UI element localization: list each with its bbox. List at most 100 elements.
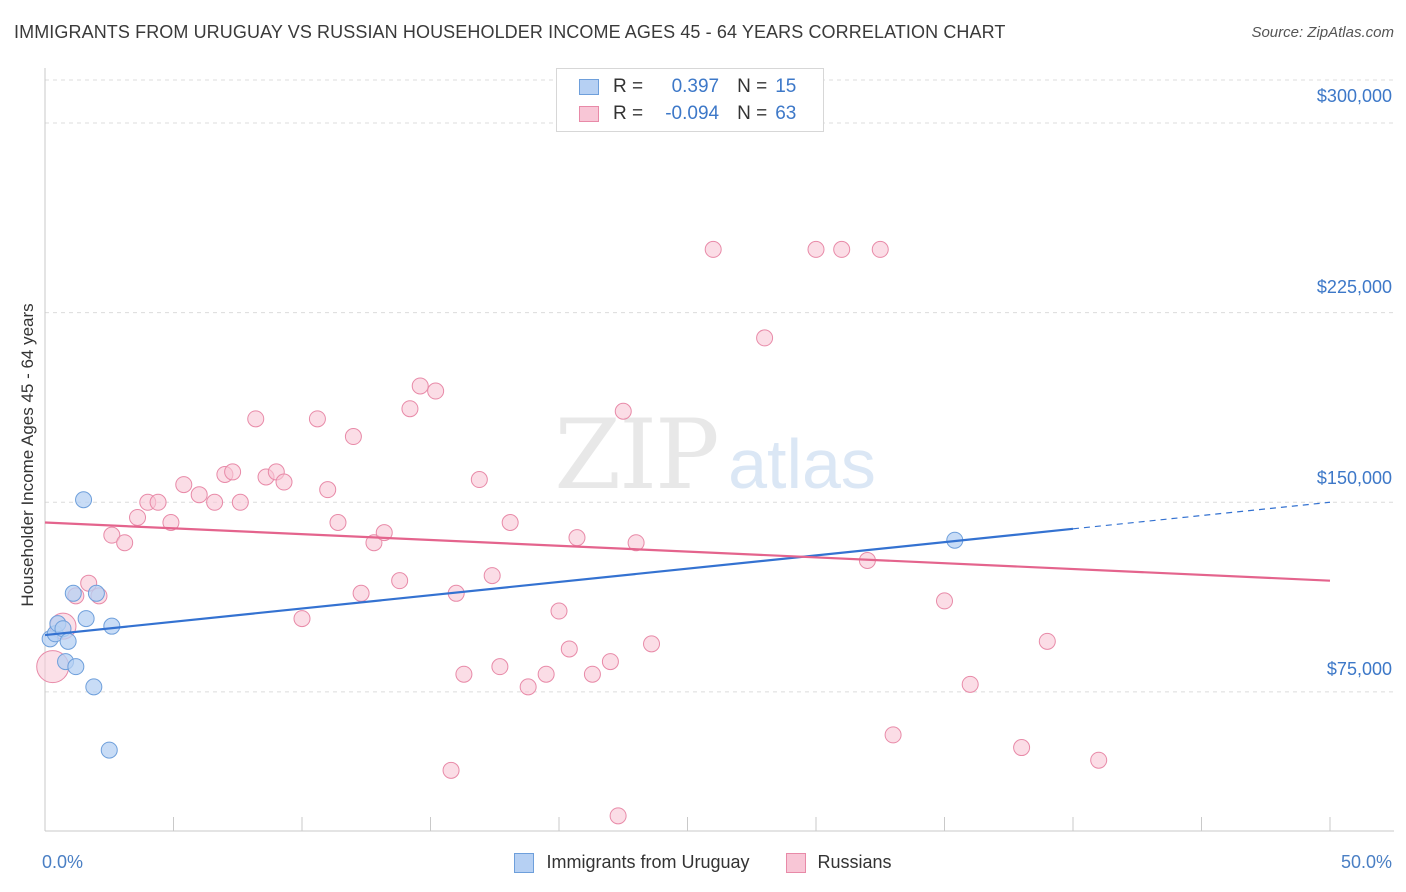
russian-point bbox=[643, 635, 661, 653]
uruguay-swatch bbox=[579, 79, 599, 95]
uruguay-point bbox=[87, 584, 105, 602]
watermark: ZIP atlas bbox=[554, 399, 876, 511]
russian-point bbox=[206, 493, 224, 511]
russian-point bbox=[609, 807, 627, 825]
chart-title: IMMIGRANTS FROM URUGUAY VS RUSSIAN HOUSE… bbox=[14, 22, 1006, 42]
legend-row-russians: R = -0.094 N = 63 bbox=[579, 101, 796, 127]
axes bbox=[44, 68, 1394, 832]
russians-legend-swatch bbox=[785, 852, 806, 873]
uruguay-point bbox=[75, 491, 93, 509]
russian-point bbox=[247, 410, 265, 428]
russian-point bbox=[275, 473, 293, 491]
uruguay-points bbox=[41, 491, 964, 759]
trend-lines bbox=[44, 501, 1331, 637]
uruguay-point bbox=[100, 741, 118, 759]
legend-label: Russians bbox=[817, 852, 892, 872]
uruguay-point bbox=[64, 584, 82, 602]
russian-point bbox=[483, 567, 501, 585]
russian-point bbox=[833, 240, 851, 258]
russian-point bbox=[601, 653, 619, 671]
x-tick-max: 50.0% bbox=[1340, 852, 1392, 872]
y-tick-label: $150,000 bbox=[1316, 468, 1392, 488]
uruguay-point bbox=[59, 632, 77, 650]
uruguay-point bbox=[85, 678, 103, 696]
uruguay-trend-line bbox=[44, 527, 1074, 637]
russian-point bbox=[365, 534, 383, 552]
r-value: 0.397 bbox=[671, 76, 720, 97]
y-tick-label: $225,000 bbox=[1316, 277, 1392, 297]
russian-point bbox=[391, 572, 409, 590]
russian-point bbox=[293, 610, 311, 628]
watermark-zip: ZIP bbox=[554, 399, 717, 511]
russian-point bbox=[560, 640, 578, 658]
russian-point bbox=[455, 665, 473, 683]
n-label: N = bbox=[737, 103, 768, 124]
n-value: 63 bbox=[775, 103, 797, 124]
russians-swatch bbox=[579, 106, 599, 122]
russian-point bbox=[411, 377, 429, 395]
russian-point bbox=[442, 761, 460, 779]
russian-point bbox=[936, 592, 953, 610]
russian-point bbox=[308, 410, 326, 428]
russian-point bbox=[1038, 632, 1056, 650]
r-label: R = bbox=[613, 76, 644, 97]
russian-point bbox=[1090, 751, 1108, 769]
russian-point bbox=[344, 428, 362, 446]
russian-point bbox=[550, 602, 568, 620]
x-tick-min: 0.0% bbox=[42, 852, 84, 872]
russian-point bbox=[627, 534, 645, 552]
russian-point bbox=[319, 481, 337, 499]
y-tick-label: $75,000 bbox=[1326, 659, 1392, 679]
legend-row-uruguay: R = 0.397 N = 15 bbox=[579, 74, 796, 100]
y-axis-label: Householder Income Ages 45 - 64 years bbox=[18, 303, 37, 607]
uruguay-legend-swatch bbox=[514, 852, 535, 873]
r-label: R = bbox=[613, 103, 644, 124]
russian-point bbox=[162, 514, 180, 532]
gridlines bbox=[45, 79, 1394, 693]
russian-point bbox=[149, 493, 167, 511]
russian-point bbox=[231, 493, 249, 511]
russian-point bbox=[583, 665, 601, 683]
russian-point bbox=[427, 382, 445, 400]
russian-point bbox=[352, 584, 370, 602]
russian-trend-line bbox=[44, 521, 1331, 582]
russian-point bbox=[961, 675, 979, 693]
russian-point bbox=[470, 471, 488, 489]
russian-point bbox=[190, 486, 208, 504]
n-value: 15 bbox=[775, 76, 797, 97]
stats-legend: R = 0.397 N = 15 R = -0.094 N = 63 bbox=[556, 68, 824, 132]
uruguay-point bbox=[77, 610, 95, 628]
russian-point bbox=[401, 400, 419, 418]
series-legend: Immigrants from Uruguay Russians bbox=[0, 852, 1406, 873]
uruguay-point bbox=[67, 658, 85, 676]
russian-point bbox=[116, 534, 134, 552]
russian-point bbox=[103, 526, 121, 544]
russian-point bbox=[807, 240, 825, 258]
uruguay-point bbox=[103, 617, 121, 635]
legend-item-russians: Russians bbox=[785, 852, 892, 873]
russian-point bbox=[129, 508, 147, 526]
source-label: Source: ZipAtlas.com bbox=[1251, 24, 1394, 41]
russian-point bbox=[501, 514, 519, 532]
russian-point bbox=[175, 476, 193, 494]
russian-point bbox=[704, 240, 722, 258]
watermark-atlas: atlas bbox=[728, 425, 876, 503]
russian-point bbox=[329, 514, 347, 532]
russian-point bbox=[884, 726, 902, 744]
legend-item-uruguay: Immigrants from Uruguay bbox=[514, 852, 750, 873]
russian-point bbox=[491, 658, 509, 676]
russian-point bbox=[519, 678, 537, 696]
legend-label: Immigrants from Uruguay bbox=[546, 852, 750, 872]
russian-point bbox=[614, 402, 632, 420]
russian-point bbox=[537, 665, 555, 683]
russian-point bbox=[568, 529, 586, 547]
y-tick-label: $300,000 bbox=[1316, 86, 1392, 106]
r-value: -0.094 bbox=[665, 103, 720, 124]
russian-point bbox=[1013, 739, 1031, 757]
russian-point bbox=[756, 329, 774, 347]
n-label: N = bbox=[737, 76, 768, 97]
russian-points bbox=[36, 240, 1108, 825]
russian-point bbox=[871, 240, 889, 258]
russian-point bbox=[224, 463, 242, 481]
